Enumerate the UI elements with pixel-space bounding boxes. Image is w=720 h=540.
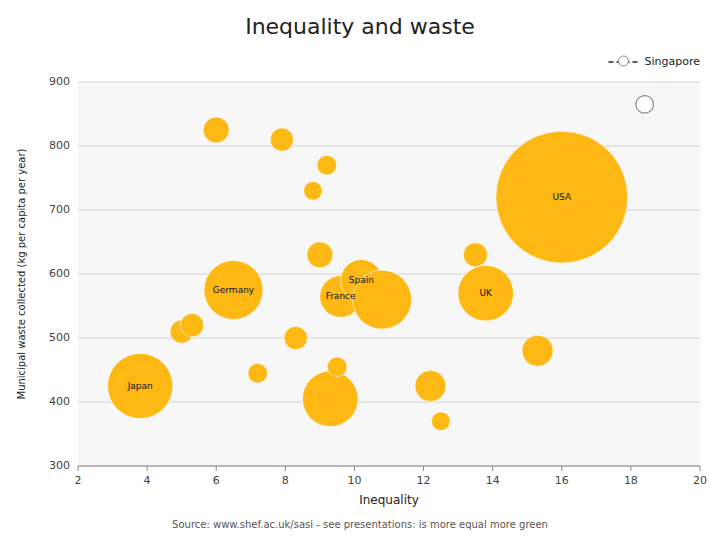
point-label: USA — [552, 192, 571, 202]
x-tick-label: 12 — [417, 474, 431, 487]
x-tick — [561, 466, 562, 471]
x-tick-label: 18 — [624, 474, 638, 487]
bubble — [108, 353, 173, 418]
chart: 300 400 500 600 700 800 900 2 4 6 8 10 12 14 16 18 20 Jap… — [0, 0, 720, 540]
bubble — [327, 357, 347, 377]
y-axis-label: Municipal waste collected (kg per capita… — [16, 148, 27, 399]
x-axis-line — [78, 466, 700, 467]
grid-line — [78, 466, 700, 467]
y-tick-label: 300 — [49, 459, 70, 472]
x-axis-label: Inequality — [359, 493, 419, 507]
y-tick-label: 700 — [49, 203, 70, 216]
bubble — [204, 261, 263, 320]
grid-line — [78, 402, 700, 403]
x-tick — [285, 466, 286, 471]
x-tick — [492, 466, 493, 471]
point-label: Japan — [127, 381, 153, 391]
source-note: Source: www.shef.ac.uk/sasi - see presen… — [172, 519, 548, 530]
x-tick — [700, 466, 701, 471]
bubble — [304, 181, 323, 200]
grid-line — [78, 338, 700, 339]
x-tick — [147, 466, 148, 471]
x-tick-label: 20 — [693, 474, 707, 487]
x-tick — [630, 466, 631, 471]
x-tick-label: 10 — [347, 474, 361, 487]
bubble — [270, 128, 293, 151]
x-tick-label: 8 — [282, 474, 289, 487]
bubble — [432, 412, 451, 431]
title: Inequality and waste — [245, 14, 475, 39]
bubble — [415, 370, 446, 401]
bubble — [203, 117, 229, 143]
x-tick-label: 4 — [144, 474, 151, 487]
bubble — [458, 265, 514, 321]
bubble — [636, 96, 654, 114]
bubbles — [108, 96, 654, 431]
x-tick-label: 2 — [75, 474, 82, 487]
point-label: UK — [480, 288, 494, 298]
bubble — [248, 363, 268, 383]
bubble — [496, 131, 628, 263]
grid-line — [78, 146, 700, 147]
y-tick-label: 500 — [49, 331, 70, 344]
point-label: Spain — [349, 275, 374, 285]
x-tick — [78, 466, 79, 471]
x-tick-label: 6 — [213, 474, 220, 487]
y-tick-label: 600 — [49, 267, 70, 280]
legend: Singapore — [609, 55, 701, 68]
bubble — [284, 326, 307, 349]
y-tick-label: 400 — [49, 395, 70, 408]
legend-marker — [619, 56, 629, 66]
grid-line — [78, 82, 700, 83]
x-tick — [216, 466, 217, 471]
legend-label: Singapore — [645, 55, 701, 68]
point-label: France — [326, 291, 356, 301]
bubble — [180, 314, 203, 337]
x-tick — [354, 466, 355, 471]
y-tick-label: 900 — [49, 75, 70, 88]
grid — [78, 82, 700, 466]
bubble — [307, 242, 333, 268]
point-label: Germany — [213, 285, 255, 295]
bubble — [302, 371, 358, 427]
bubble — [522, 335, 553, 366]
x-tick — [423, 466, 424, 471]
x-tick-label: 16 — [555, 474, 569, 487]
point-labels: Japan Germany France Spain UK USA — [127, 192, 572, 391]
bubble — [463, 243, 487, 267]
x-tick-label: 14 — [486, 474, 500, 487]
bubble — [317, 155, 337, 175]
y-tick-label: 800 — [49, 139, 70, 152]
plot-area — [78, 82, 700, 466]
